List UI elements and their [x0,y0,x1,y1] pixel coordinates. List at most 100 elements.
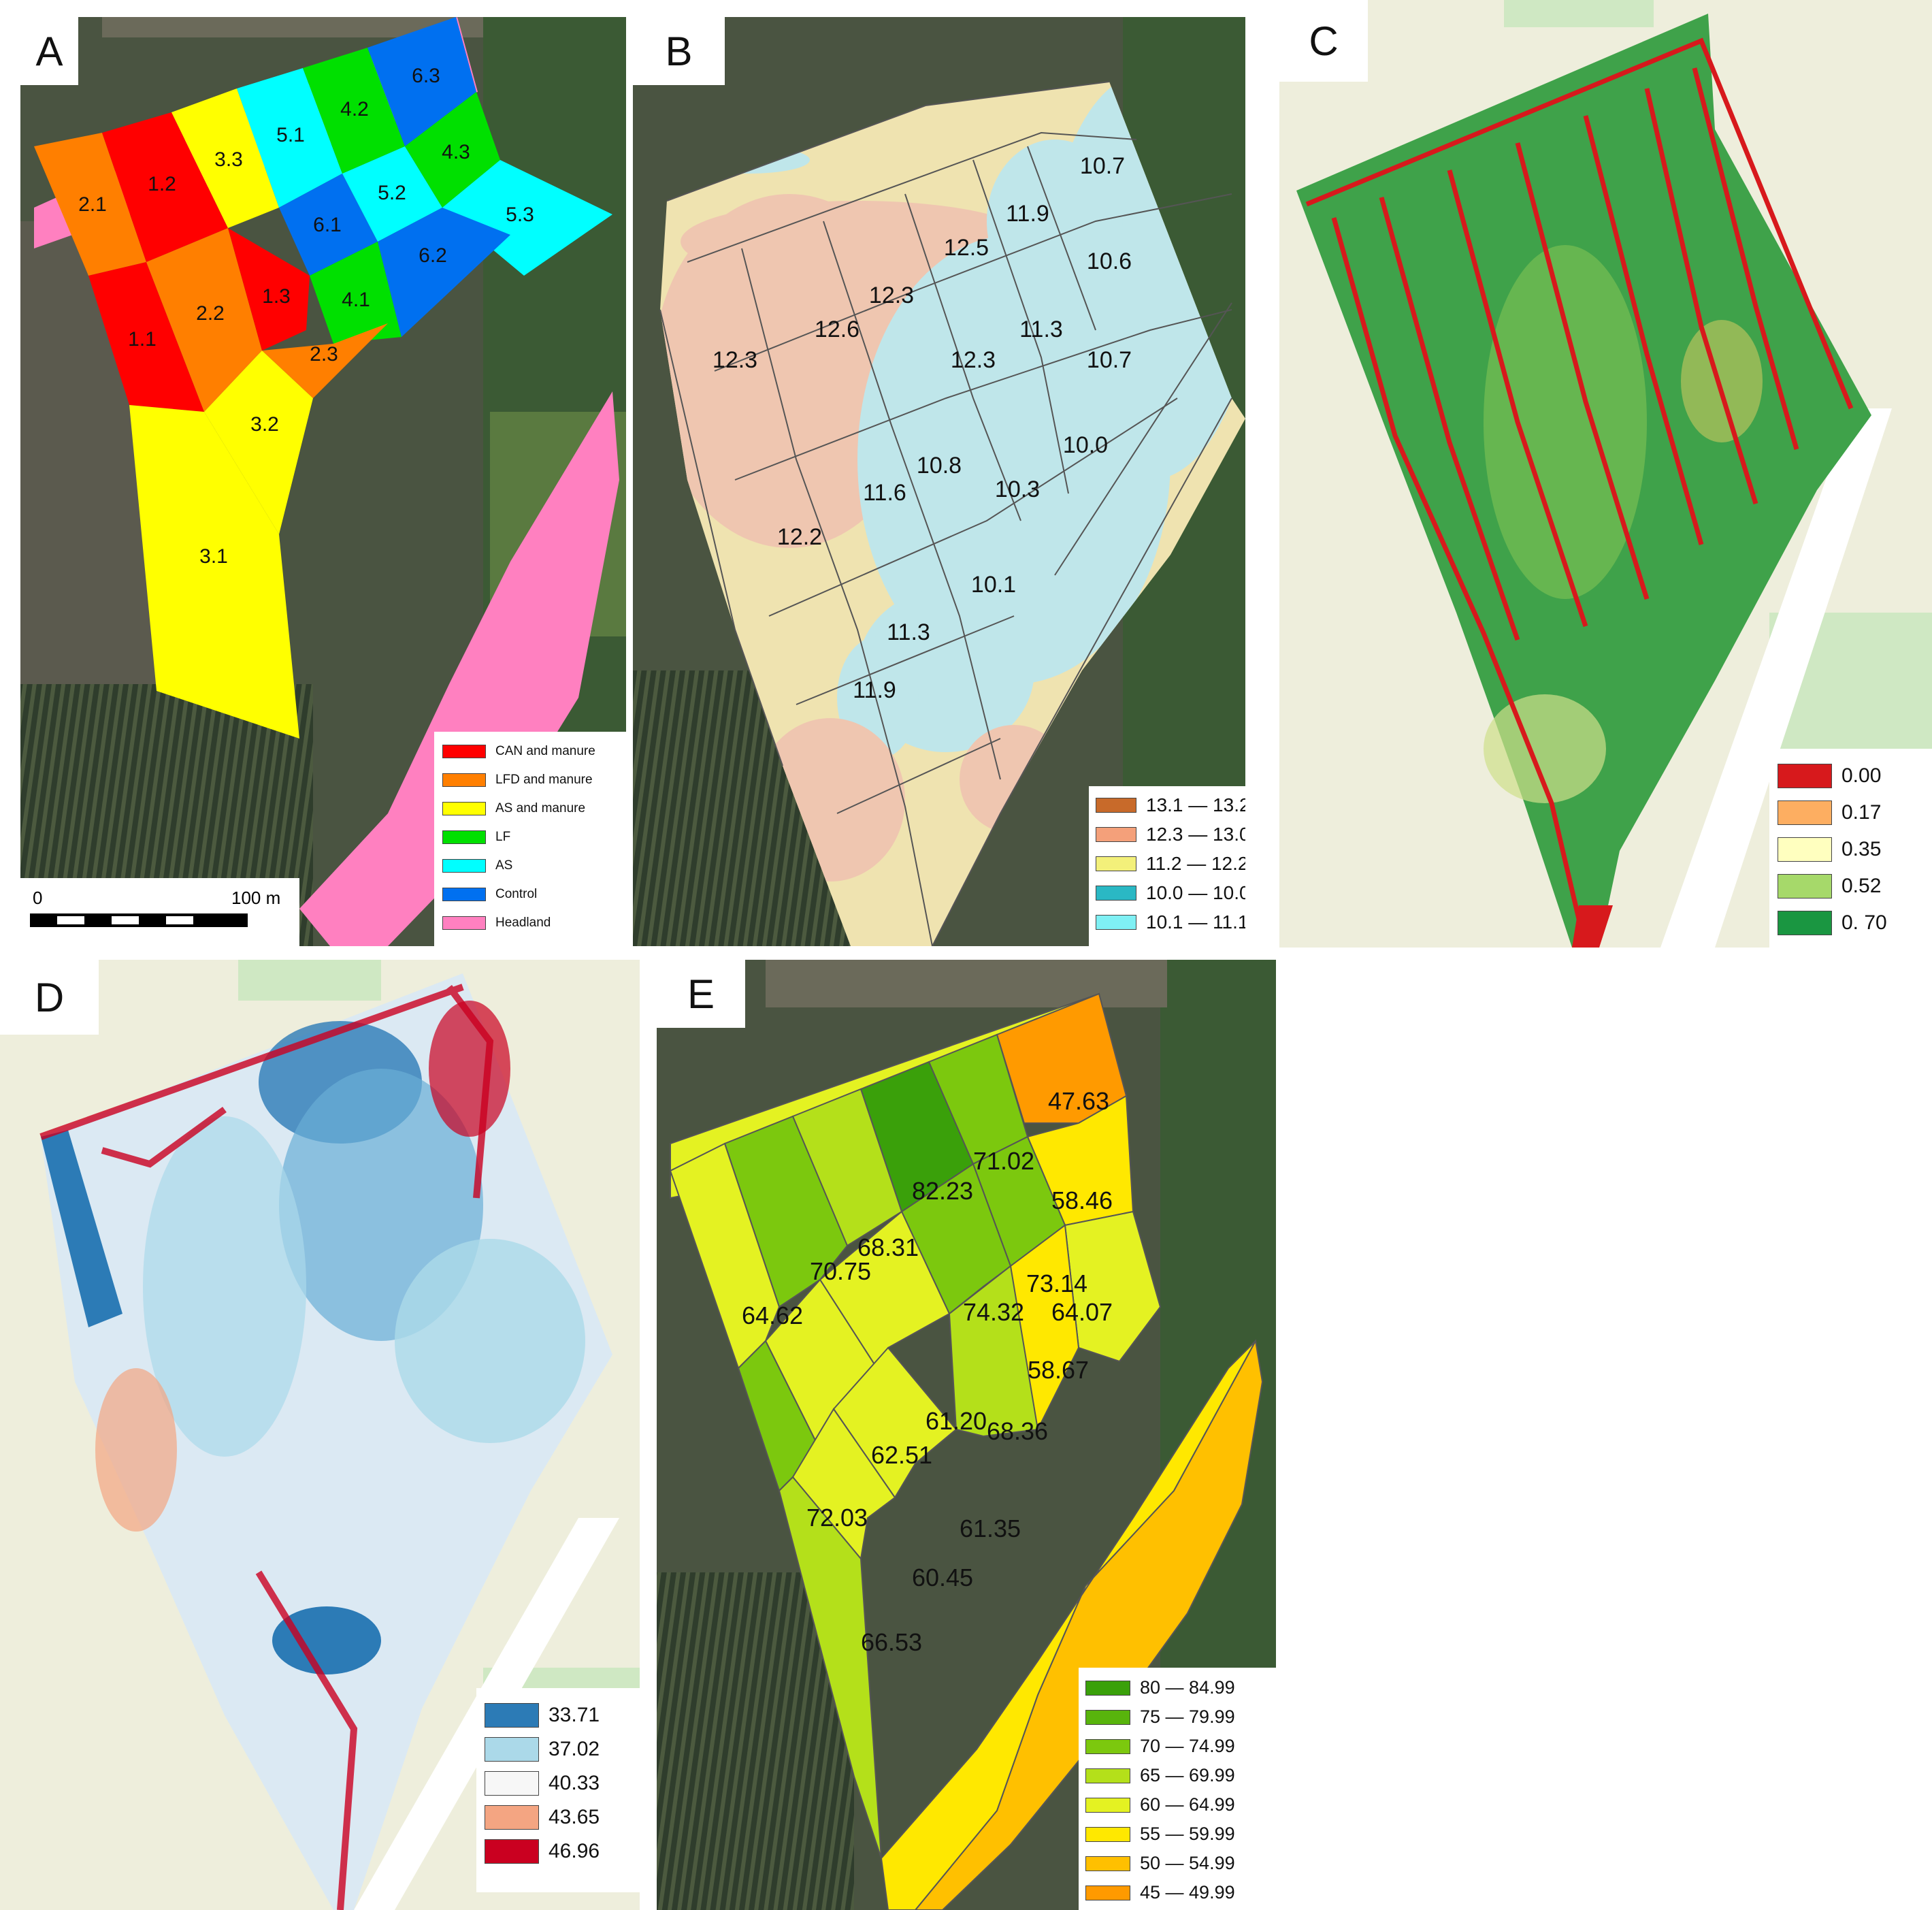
legend-item: 0.00 [1778,764,1924,788]
zone-value: 64.07 [1051,1298,1113,1326]
legend-item: AS and manure [442,801,618,816]
yield-zone [948,1265,1039,1438]
legend-item: 40.33 [485,1771,632,1796]
legend-item: 65 — 69.99 [1085,1765,1269,1786]
legend-item: 10.1 — 11.1 [1096,911,1245,933]
legend-swatch [1096,886,1136,901]
legend-label: 10.0 — 10.0 [1146,882,1245,903]
zone-value: 60.45 [912,1564,973,1591]
plot-label: 4.3 [442,141,470,163]
zone-value: 62.51 [871,1441,932,1469]
plot-1.2 [102,112,228,262]
plot-5.2 [342,146,442,242]
legend-swatch [442,916,486,930]
legend-label: 0.35 [1841,838,1882,860]
yield-zone [778,1476,882,1859]
legend-label: 0.00 [1841,764,1882,787]
legend-swatch [1778,874,1832,899]
panel-d-map [39,960,640,1910]
zone-value: 10.0 [1063,432,1108,458]
plot-label: 2.1 [78,193,107,216]
legend-swatch [1085,1768,1130,1783]
zone-value: 61.35 [960,1515,1021,1542]
plot-label: 5.2 [378,182,406,204]
plot-3.3 [171,88,279,228]
legend-item: 70 — 74.99 [1085,1736,1269,1757]
legend-item: AS [442,858,618,873]
zone-value: 68.36 [987,1417,1048,1445]
legend-label: Control [495,887,538,901]
scale-start: 0 [33,888,43,908]
legend-swatch [442,830,486,844]
legend-swatch [1085,1885,1130,1900]
zone-value: 61.20 [926,1407,987,1435]
panel-b-map [633,17,1245,946]
plot-label: 1.3 [262,285,291,308]
scale-bar: 0 100 m [20,878,299,946]
plot-4.2 [303,48,405,174]
legend-label: 65 — 69.99 [1140,1765,1235,1785]
legend-label: 10.1 — 11.1 [1146,911,1245,933]
legend-item: Control [442,887,618,902]
legend-swatch [485,1771,539,1796]
legend-item: 75 — 79.99 [1085,1706,1269,1728]
zone-value: 12.6 [815,317,859,342]
plot-6.1 [279,174,378,276]
plot-1.3 [228,228,310,351]
plot-label: 3.1 [199,545,228,568]
plot-4.3 [405,92,500,208]
legend-label: 40.33 [549,1772,600,1794]
zone-value: 10.6 [1087,248,1132,274]
zone-value: 10.7 [1087,347,1132,373]
legend-label: 45 — 49.99 [1140,1882,1235,1903]
legend-swatch [1085,1709,1130,1725]
zone-value: 11.9 [1006,201,1049,227]
zone-value: 82.23 [912,1177,973,1205]
zone-value: 73.14 [1026,1269,1087,1297]
plot-label: 2.3 [310,343,338,366]
legend-item: 11.2 — 12.2 [1096,853,1245,875]
legend-item: 55 — 59.99 [1085,1824,1269,1845]
legend-label: 12.3 — 13.0 [1146,824,1245,845]
legend-item: 80 — 84.99 [1085,1677,1269,1698]
legend-swatch [1085,1797,1130,1813]
legend-label: 11.2 — 12.2 [1146,853,1245,874]
plot-label: 6.3 [412,65,440,87]
legend-item: 46.96 [485,1839,632,1864]
plot-4.1 [310,242,402,344]
zone-value: 10.1 [971,572,1016,598]
panel-label-e: E [657,960,745,1028]
legend-item: 0.52 [1778,874,1924,899]
legend-swatch [442,802,486,815]
legend-item: 0.17 [1778,800,1924,825]
zone-grid [659,81,1232,946]
legend-label: 55 — 59.99 [1140,1824,1235,1844]
zone-value: 11.9 [853,677,896,703]
zone-value: 64.62 [742,1301,803,1329]
plot-3.2 [204,351,313,534]
legend-swatch [1096,915,1136,930]
zone-value: 66.53 [861,1628,922,1656]
zone-value: 10.7 [1080,153,1125,179]
legend-d: 33.71 37.02 40.33 43.65 46.96 [476,1688,640,1892]
plot-label: 1.2 [148,173,176,195]
legend-swatch [485,1703,539,1728]
plot-label: 4.1 [342,289,370,311]
legend-label: AS and manure [495,801,586,815]
legend-label: 43.65 [549,1806,600,1828]
plot-label: 5.3 [506,204,534,226]
panel-a: 2.1 1.2 3.3 5.1 4.2 6.3 6.1 5.2 4.3 5.3 1.1 2.2 1.3 4… [20,17,626,946]
yield-zone [669,1142,781,1370]
legend-item: LF [442,830,618,845]
zone-value: 70.75 [810,1257,871,1285]
panel-label-b: B [633,17,725,85]
legend-label: 13.1 — 13.2 [1146,794,1245,815]
legend-swatch [442,859,486,873]
legend-label: 46.96 [549,1840,600,1862]
legend-swatch [442,888,486,901]
legend-label: CAN and manure [495,744,595,758]
legend-swatch [1778,837,1832,862]
panel-label-a: A [20,17,78,85]
legend-item: Headland [442,916,618,930]
headland [299,391,619,946]
